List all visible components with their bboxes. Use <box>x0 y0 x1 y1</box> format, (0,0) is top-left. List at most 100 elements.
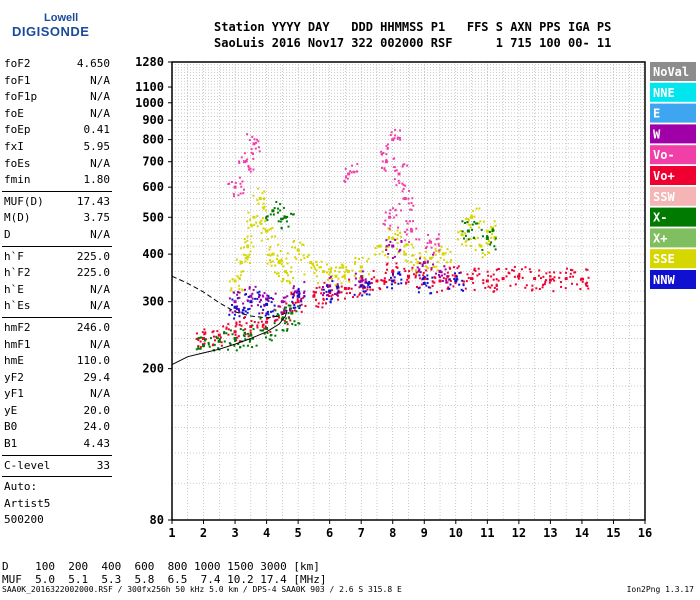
echo-point <box>361 294 364 297</box>
echo-point <box>587 287 590 290</box>
echo-point <box>544 279 547 282</box>
echo-point <box>388 278 391 281</box>
echo-point <box>292 293 295 296</box>
echo-point <box>236 305 239 308</box>
echo-point <box>266 294 269 297</box>
legend-swatch <box>650 228 696 248</box>
echo-point <box>396 136 399 139</box>
echo-point <box>388 244 391 247</box>
echo-point <box>255 221 258 224</box>
echo-point <box>410 208 413 211</box>
echo-point <box>438 279 442 283</box>
echo-point <box>280 226 283 229</box>
echo-point <box>352 296 355 299</box>
echo-point <box>348 278 351 281</box>
echo-point <box>244 241 247 244</box>
echo-point <box>260 219 263 222</box>
param-row: foF2 4.650 <box>2 56 112 73</box>
echo-point <box>358 270 361 273</box>
echo-point <box>395 184 398 187</box>
echo-point <box>237 284 240 287</box>
echo-point <box>282 206 285 209</box>
echo-point <box>435 238 438 241</box>
echo-point <box>282 296 285 299</box>
legend-swatch <box>650 62 696 81</box>
echo-point <box>250 319 253 322</box>
echo-point <box>344 180 347 183</box>
echo-point <box>340 263 343 266</box>
echo-point <box>393 279 396 282</box>
echo-point <box>298 290 301 293</box>
echo-point <box>358 258 361 261</box>
param-row: yF2 29.4 <box>2 370 112 387</box>
echo-point <box>473 215 476 218</box>
echo-point <box>400 278 403 281</box>
echo-point <box>275 272 278 275</box>
echo-point <box>399 129 402 132</box>
echo-point <box>432 263 435 266</box>
echo-point <box>228 313 231 316</box>
echo-point <box>473 269 476 272</box>
echo-point <box>389 240 392 243</box>
echo-point <box>203 342 206 345</box>
echo-point <box>204 338 207 341</box>
echo-point <box>443 265 446 268</box>
echo-point <box>240 185 243 188</box>
echo-point <box>580 277 584 281</box>
echo-point <box>216 337 219 340</box>
echo-point <box>400 209 403 212</box>
echo-point <box>385 249 388 252</box>
echo-point <box>385 158 388 161</box>
echo-point <box>285 302 288 305</box>
echo-point <box>398 136 401 139</box>
echo-point <box>336 285 339 288</box>
echo-point <box>425 284 428 287</box>
param-value: N/A <box>90 73 110 87</box>
echo-point <box>386 256 389 259</box>
echo-point <box>380 152 383 155</box>
echo-point <box>415 238 418 241</box>
echo-point <box>327 295 330 298</box>
echo-point <box>318 286 321 289</box>
param-name: foE <box>4 106 24 120</box>
echo-point <box>312 263 315 266</box>
echo-point <box>202 337 206 341</box>
echo-point <box>389 276 392 279</box>
echo-point <box>292 287 295 290</box>
echo-point <box>403 250 406 253</box>
echo-point <box>326 278 329 281</box>
echo-point <box>264 220 267 223</box>
echo-point <box>282 278 285 281</box>
echo-point <box>285 257 288 260</box>
legend-swatch <box>650 249 696 269</box>
echo-point <box>331 297 334 300</box>
echo-point <box>385 247 388 250</box>
echo-point <box>256 291 259 294</box>
echo-point <box>197 345 200 348</box>
echo-point <box>398 202 401 205</box>
y-tick-label: 900 <box>142 113 164 127</box>
echo-point <box>331 280 334 283</box>
echo-point <box>406 243 409 246</box>
echo-point <box>331 293 334 296</box>
echo-point <box>412 264 415 267</box>
echo-point <box>486 235 489 238</box>
echo-point <box>432 251 435 254</box>
echo-point <box>238 320 241 323</box>
echo-point <box>391 138 395 142</box>
echo-point <box>417 291 420 294</box>
echo-point <box>356 163 359 166</box>
echo-point <box>337 298 340 301</box>
echo-point <box>545 272 548 275</box>
echo-point <box>393 178 396 181</box>
echo-point <box>564 277 568 281</box>
echo-point <box>239 328 242 331</box>
echo-point <box>254 297 257 300</box>
echo-point <box>474 249 477 252</box>
echo-point <box>265 209 268 212</box>
echo-point <box>292 276 295 279</box>
echo-point <box>212 330 215 333</box>
echo-point <box>361 265 364 268</box>
echo-point <box>471 272 474 275</box>
echo-point <box>565 267 568 270</box>
